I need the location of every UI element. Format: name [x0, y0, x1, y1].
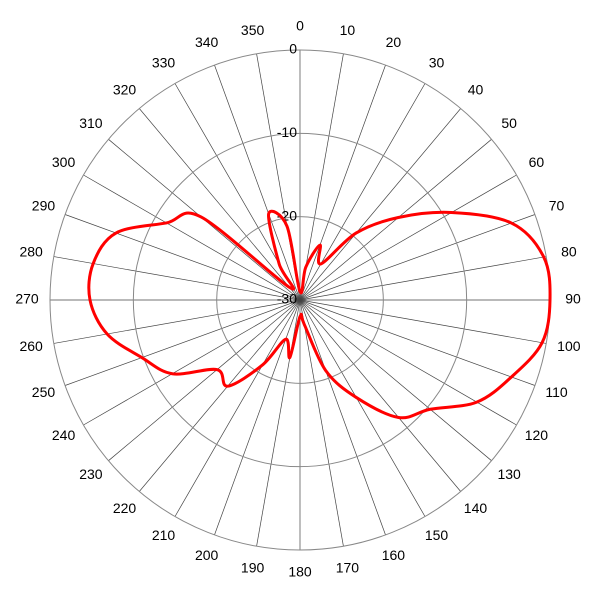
radial-grid-line [300, 300, 535, 386]
radial-grid-line [65, 214, 300, 300]
r-tick-label: 0 [289, 41, 297, 57]
angle-tick-label: 290 [32, 197, 56, 213]
angle-tick-label: 60 [529, 154, 545, 170]
angle-tick-label: 90 [565, 291, 581, 307]
angle-tick-label: 270 [15, 291, 39, 307]
angle-tick-label: 80 [561, 243, 577, 259]
radial-grid-line [300, 300, 386, 535]
angle-tick-label: 350 [241, 22, 265, 38]
angle-tick-label: 300 [52, 154, 76, 170]
angle-tick-label: 260 [19, 338, 43, 354]
angle-tick-label: 250 [32, 384, 56, 400]
angle-tick-label: 170 [336, 560, 360, 576]
angle-tick-label: 240 [52, 427, 76, 443]
angle-tick-label: 30 [429, 54, 445, 70]
angle-tick-label: 110 [545, 384, 568, 400]
angle-tick-label: 310 [79, 115, 103, 131]
angle-tick-label: 120 [525, 427, 549, 443]
r-tick-label: -10 [277, 124, 297, 140]
angle-tick-label: 70 [549, 197, 565, 213]
radial-grid-line [300, 65, 386, 300]
angle-tick-label: 340 [195, 34, 219, 50]
angle-tick-label: 230 [79, 466, 103, 482]
angle-tick-label: 200 [195, 547, 219, 563]
angle-tick-label: 0 [296, 18, 304, 34]
radial-grid-line [300, 214, 535, 300]
angle-tick-label: 280 [19, 243, 43, 259]
angle-tick-label: 100 [557, 338, 581, 354]
angle-tick-label: 210 [152, 527, 176, 543]
angle-tick-label: 320 [113, 82, 137, 98]
angle-tick-label: 160 [382, 547, 406, 563]
angle-tick-label: 330 [152, 54, 176, 70]
angle-tick-label: 130 [497, 466, 521, 482]
r-tick-label: -30 [277, 291, 297, 307]
angle-tick-label: 10 [340, 22, 356, 38]
angle-tick-label: 50 [501, 115, 517, 131]
angle-tick-label: 150 [425, 527, 449, 543]
angle-tick-label: 180 [288, 564, 312, 580]
angle-tick-label: 40 [468, 82, 484, 98]
angle-tick-label: 190 [241, 560, 265, 576]
angle-tick-label: 20 [386, 34, 402, 50]
radial-grid-line [214, 300, 300, 535]
radial-grid-line [214, 65, 300, 300]
angle-tick-label: 220 [113, 500, 137, 516]
angle-tick-label: 140 [464, 500, 488, 516]
